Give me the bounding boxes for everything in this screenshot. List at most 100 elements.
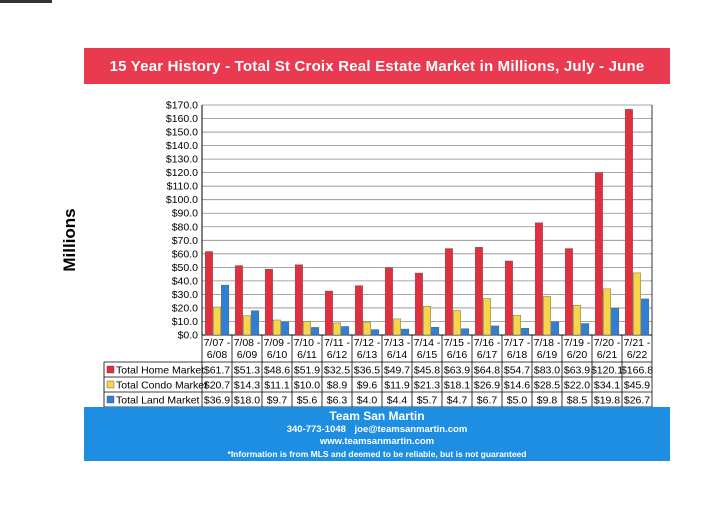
footer-phone: 340-773-1048 [286, 424, 346, 435]
condo-bar [393, 318, 401, 336]
home-bar [624, 109, 633, 336]
data-label: $32.5 [324, 365, 350, 377]
x-tick-label: 6/08 [207, 349, 228, 361]
x-tick-label: 7/17 - [504, 337, 531, 349]
y-tick-label: $60.0 [172, 248, 198, 260]
data-label: $120.1 [591, 365, 623, 377]
data-label: $10.0 [294, 380, 320, 392]
land-bar [281, 321, 290, 336]
footer-email: joe@teamsanmartin.com [354, 424, 468, 435]
x-tick-label: 6/17 [477, 349, 498, 361]
home-bar [354, 285, 363, 336]
data-label: $4.7 [447, 395, 468, 407]
x-tick-label: 7/10 - [294, 337, 321, 349]
y-tick-label: $140.0 [166, 140, 198, 152]
home-bar [324, 290, 333, 336]
data-label: $49.7 [384, 365, 410, 377]
condo-bar [633, 272, 641, 336]
condo-bar [453, 310, 461, 336]
data-label: $6.3 [327, 395, 348, 407]
land-bar [611, 308, 620, 336]
home-bar [444, 248, 453, 336]
data-label: $64.8 [474, 365, 500, 377]
data-label: $51.9 [294, 365, 320, 377]
data-label: $4.0 [357, 395, 378, 407]
x-tick-label: 6/16 [447, 349, 468, 361]
data-label: $4.4 [387, 395, 408, 407]
condo-bar [573, 305, 581, 336]
condo-bar [543, 296, 551, 336]
data-label: $48.6 [264, 365, 290, 377]
x-tick-label: 7/18 - [534, 337, 561, 349]
home-bar [204, 251, 213, 336]
home-bar [414, 272, 423, 336]
x-tick-label: 6/22 [627, 349, 648, 361]
y-tick-label: $90.0 [172, 208, 198, 220]
home-bar [294, 264, 303, 336]
x-tick-label: 7/21 - [624, 337, 651, 349]
x-tick-label: 6/19 [537, 349, 558, 361]
condo-bar [513, 315, 521, 336]
land-bar [341, 326, 350, 336]
y-tick-label: $0.0 [178, 330, 199, 342]
x-tick-label: 7/12 - [354, 337, 381, 349]
data-label: $11.9 [384, 380, 410, 392]
x-tick-label: 7/19 - [564, 337, 591, 349]
data-label: $22.0 [564, 380, 590, 392]
condo-bar [363, 321, 371, 336]
data-label: $83.0 [534, 365, 560, 377]
data-label: $9.8 [537, 395, 558, 407]
x-tick-label: 7/16 - [474, 337, 501, 349]
condo-bar [333, 322, 341, 336]
data-label: $63.9 [444, 365, 470, 377]
x-tick-label: 7/11 - [324, 337, 351, 349]
x-tick-label: 7/07 - [204, 337, 231, 349]
data-label: $26.7 [624, 395, 650, 407]
footer-team-name: Team San Martin [329, 409, 425, 423]
x-tick-label: 6/15 [417, 349, 438, 361]
legend-key [106, 380, 115, 389]
data-label: $11.1 [264, 380, 290, 392]
land-bar [581, 323, 590, 336]
condo-bar [423, 305, 431, 336]
land-bar [371, 329, 380, 336]
y-tick-label: $120.0 [166, 167, 198, 179]
data-label: $28.5 [534, 380, 560, 392]
land-bar [221, 284, 230, 336]
x-tick-label: 6/18 [507, 349, 528, 361]
data-label: $61.7 [204, 365, 230, 377]
land-bar [641, 298, 650, 336]
data-label: $5.7 [417, 395, 438, 407]
y-tick-label: $110.0 [167, 181, 198, 193]
scan-edge-mark [0, 0, 52, 3]
land-bar [491, 325, 500, 336]
condo-bar [303, 321, 311, 336]
legend-label: Total Condo Market [116, 380, 207, 392]
data-label: $21.3 [414, 380, 440, 392]
condo-bar [213, 306, 221, 336]
data-label: $166.8 [621, 365, 653, 377]
data-label: $45.8 [414, 365, 440, 377]
footer-website: www.teamsanmartin.com [319, 436, 435, 447]
data-label: $51.3 [234, 365, 260, 377]
data-label: $5.0 [507, 395, 528, 407]
land-bar [521, 328, 530, 336]
y-tick-label: $70.0 [172, 235, 198, 247]
home-bar [564, 248, 573, 336]
x-tick-label: 7/08 - [234, 337, 261, 349]
x-tick-label: 6/20 [567, 349, 588, 361]
footer-contact: 340-773-1048 joe@teamsanmartin.com [84, 424, 670, 436]
data-label: $9.6 [357, 380, 378, 392]
x-tick-label: 6/14 [387, 349, 408, 361]
y-tick-label: $10.0 [172, 316, 198, 328]
data-label: $45.9 [624, 380, 650, 392]
home-bar [264, 269, 273, 336]
data-label: $8.5 [567, 395, 588, 407]
home-bar [234, 265, 243, 336]
home-bar [504, 260, 513, 336]
footer-banner: Team San Martin 340-773-1048 joe@teamsan… [84, 407, 670, 461]
data-label: $63.9 [564, 365, 590, 377]
x-tick-label: 7/13 - [384, 337, 411, 349]
land-bar [401, 328, 410, 336]
